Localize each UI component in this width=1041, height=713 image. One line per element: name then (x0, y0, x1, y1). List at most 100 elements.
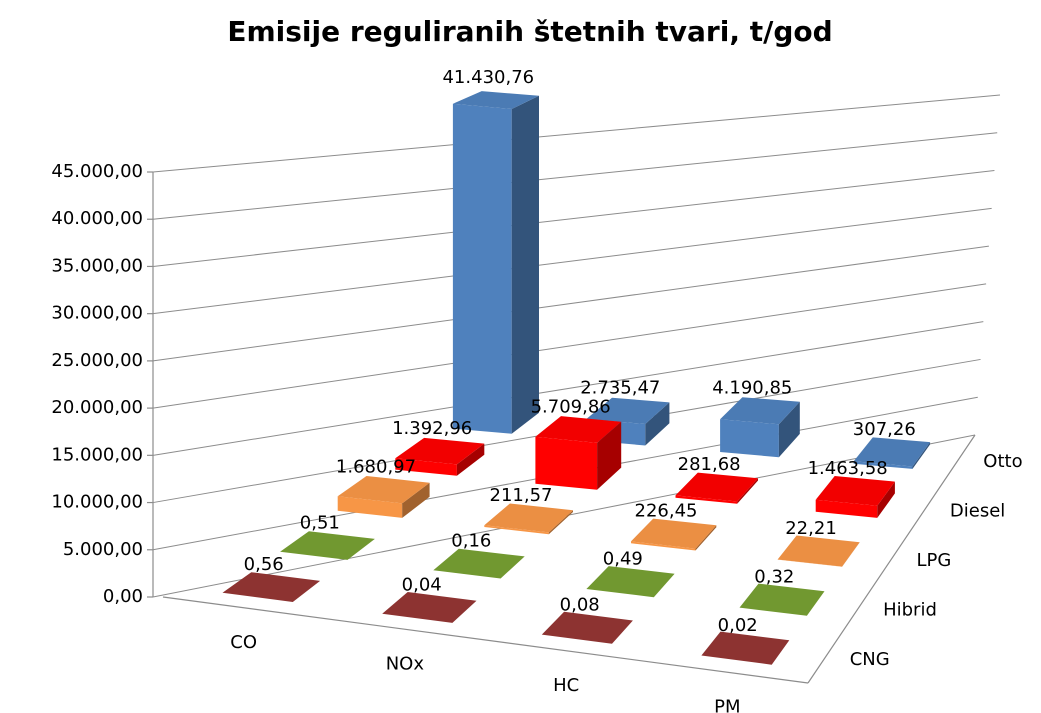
y-tick-label: 45.000,00 (51, 161, 143, 182)
grid-line (152, 245, 989, 362)
bar-side (737, 478, 758, 504)
bar-side (511, 95, 539, 434)
bar-side (456, 443, 485, 476)
y-tick-label: 20.000,00 (51, 397, 143, 418)
bar (631, 518, 717, 551)
bar-top (535, 416, 622, 443)
bar (541, 611, 633, 644)
value-label: 5.709,86 (531, 396, 611, 417)
value-label: 4.190,85 (712, 378, 792, 399)
value-label: 0,56 (244, 554, 284, 575)
bar (720, 397, 800, 458)
grid-line (152, 283, 987, 409)
bar-front (535, 436, 598, 490)
legend-label: Diesel (950, 500, 1005, 521)
bar (815, 476, 895, 518)
value-label: 2.735,47 (580, 378, 660, 399)
bar (777, 535, 860, 567)
bar-side (548, 510, 573, 535)
y-tick-label: 10.000,00 (51, 492, 143, 513)
bar (853, 437, 931, 469)
value-label: 0,02 (718, 615, 758, 636)
bar-top (739, 583, 825, 616)
bar-top (395, 437, 485, 465)
bar-front (337, 496, 403, 518)
bar-top (382, 592, 477, 623)
value-label: 1.680,97 (336, 457, 416, 478)
bar-side (912, 442, 931, 469)
y-tick-label: 30.000,00 (51, 303, 143, 324)
bar-front (484, 525, 549, 535)
bar-front (815, 499, 878, 518)
bar-top (853, 437, 931, 467)
legend-label: CNG (850, 649, 890, 670)
value-label: 1.463,58 (808, 458, 888, 479)
bar-top (541, 611, 633, 644)
bar (535, 416, 622, 490)
grid-line (152, 94, 1001, 173)
chart-title: Emisije reguliranih štetnih tvari, t/god (227, 15, 832, 48)
value-label: 211,57 (490, 485, 553, 506)
x-tick-label: PM (714, 696, 740, 713)
bar-top (675, 472, 758, 502)
bar-side (402, 482, 430, 518)
bar (433, 548, 525, 579)
bar-top (484, 503, 573, 533)
legend-label: LPG (917, 550, 952, 571)
x-axis (162, 596, 809, 684)
bar-top (701, 631, 790, 665)
y-tick-label: 40.000,00 (51, 208, 143, 229)
y-tick-label: 5.000,00 (63, 539, 143, 560)
x-tick-label: HC (553, 675, 579, 696)
value-label: 0,08 (560, 595, 600, 616)
bar-top (280, 531, 375, 560)
value-label: 41.430,76 (442, 67, 534, 88)
x-tick-label: NOx (386, 653, 425, 674)
bar-top (586, 566, 675, 598)
y-tick-label: 25.000,00 (51, 350, 143, 371)
value-label: 0,04 (402, 574, 442, 595)
grid-line (152, 132, 998, 220)
bar (675, 472, 758, 504)
bar-front (675, 495, 738, 504)
bar-side (695, 525, 717, 551)
bar-front (853, 461, 913, 469)
bar-top (337, 476, 430, 504)
y-tick-label: 0,00 (103, 586, 143, 607)
y-tick-label: 15.000,00 (51, 444, 143, 465)
bar-top (720, 397, 800, 425)
value-label: 0,32 (754, 567, 794, 588)
bar-front (777, 559, 843, 567)
bar-front (631, 541, 696, 551)
bar (222, 572, 321, 602)
bar-front (452, 103, 512, 434)
value-label: 0,51 (300, 512, 340, 533)
y-tick-label: 35.000,00 (51, 255, 143, 276)
bar (586, 566, 675, 598)
bar (701, 631, 790, 665)
x-tick-label: CO (230, 632, 257, 653)
grid-line (152, 321, 984, 456)
legend-label: Otto (983, 451, 1022, 472)
grid-line (152, 207, 992, 315)
depth-axis (807, 434, 976, 684)
bar-front (395, 458, 457, 476)
bar-top (433, 548, 525, 579)
bar-side (645, 402, 670, 446)
bar-top (452, 91, 539, 109)
value-label: 307,26 (853, 419, 916, 440)
grid-line (152, 170, 995, 267)
bar (395, 437, 485, 476)
bar-top (222, 572, 321, 602)
bar-side (597, 421, 622, 490)
bar-top (631, 518, 717, 549)
bar (452, 91, 539, 434)
value-label: 226,45 (635, 500, 698, 521)
value-label: 0,16 (451, 530, 491, 551)
value-label: 281,68 (678, 454, 741, 475)
bar (337, 476, 430, 518)
bar-side (778, 401, 800, 458)
bar (280, 531, 375, 560)
bar (382, 592, 477, 623)
